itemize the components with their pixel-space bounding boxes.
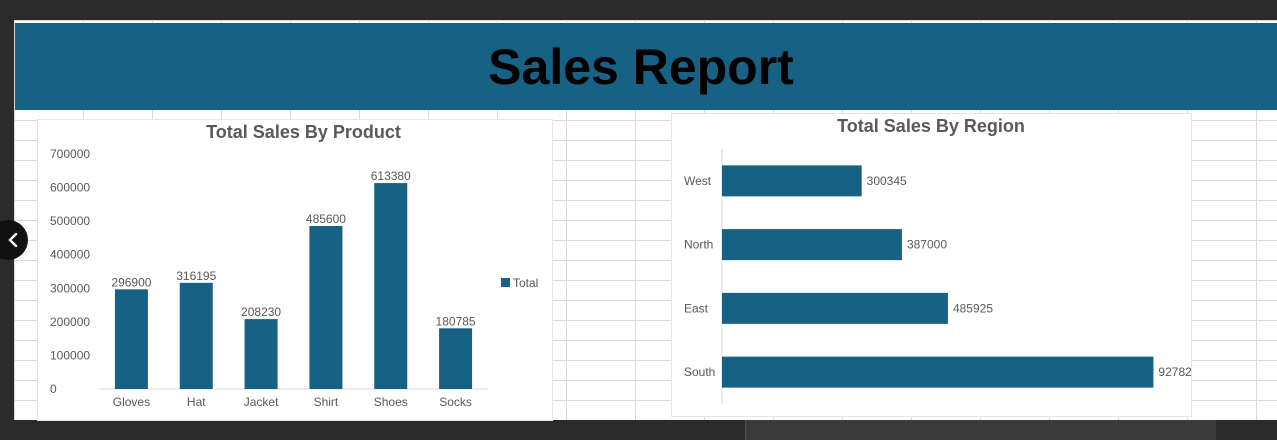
y-tick-label: 400000: [50, 248, 90, 262]
chart-title: Total Sales By Region: [837, 116, 1025, 136]
bar: [374, 183, 408, 389]
sheet-bottom-bar: [0, 420, 1277, 440]
data-label: 296900: [111, 275, 151, 289]
y-tick-label: 600000: [50, 181, 90, 195]
y-tick-label: 200000: [50, 315, 90, 329]
bar: [722, 165, 862, 197]
bar: [309, 225, 343, 389]
chart-title: Total Sales By Product: [206, 122, 401, 142]
region-chart[interactable]: Total Sales By Region 300345 West 387000 Nor…: [671, 113, 1192, 417]
data-label: 300345: [867, 174, 907, 188]
y-tick-label: 0: [50, 382, 57, 396]
bar: [722, 356, 1154, 388]
x-tick-label: Jacket: [244, 395, 279, 409]
data-label: 316195: [176, 269, 216, 283]
y-tick-label: 100000: [50, 348, 90, 362]
y-tick-label: South: [684, 365, 715, 379]
data-label: 180785: [436, 314, 476, 328]
report-banner: Sales Report: [15, 23, 1277, 110]
bar: [114, 289, 148, 389]
y-tick-label: East: [684, 301, 709, 315]
y-tick-label: 500000: [50, 214, 90, 228]
legend-swatch: [501, 278, 510, 287]
data-label: 927820: [1158, 365, 1191, 379]
report-title: Sales Report: [488, 38, 794, 95]
product-chart[interactable]: Total Sales By Product 0 100000 200000 30000…: [37, 119, 553, 421]
bar: [179, 282, 213, 389]
product-chart-svg: Total Sales By Product 0 100000 200000 30000…: [50, 122, 538, 409]
data-label: 208230: [241, 305, 281, 319]
data-label: 387000: [907, 238, 947, 252]
legend-label: Total: [513, 276, 538, 290]
y-tick-label: North: [684, 238, 713, 252]
bar: [722, 229, 902, 261]
y-tick-label: 300000: [50, 281, 90, 295]
x-tick-label: Hat: [187, 395, 206, 409]
bar: [722, 292, 948, 324]
bar: [244, 319, 278, 389]
x-tick-label: Socks: [439, 395, 472, 409]
sheet-tab-area: [745, 420, 1216, 440]
data-label: 485600: [306, 212, 346, 226]
bar: [439, 328, 473, 389]
y-tick-label: West: [684, 174, 712, 188]
data-label: 485925: [953, 301, 993, 315]
x-tick-label: Gloves: [113, 395, 150, 409]
data-label: 613380: [371, 169, 411, 183]
y-tick-label: 700000: [50, 147, 90, 161]
x-tick-label: Shoes: [374, 395, 408, 409]
region-chart-svg: Total Sales By Region 300345 West 387000 Nor…: [684, 116, 1191, 404]
x-tick-label: Shirt: [314, 395, 339, 409]
